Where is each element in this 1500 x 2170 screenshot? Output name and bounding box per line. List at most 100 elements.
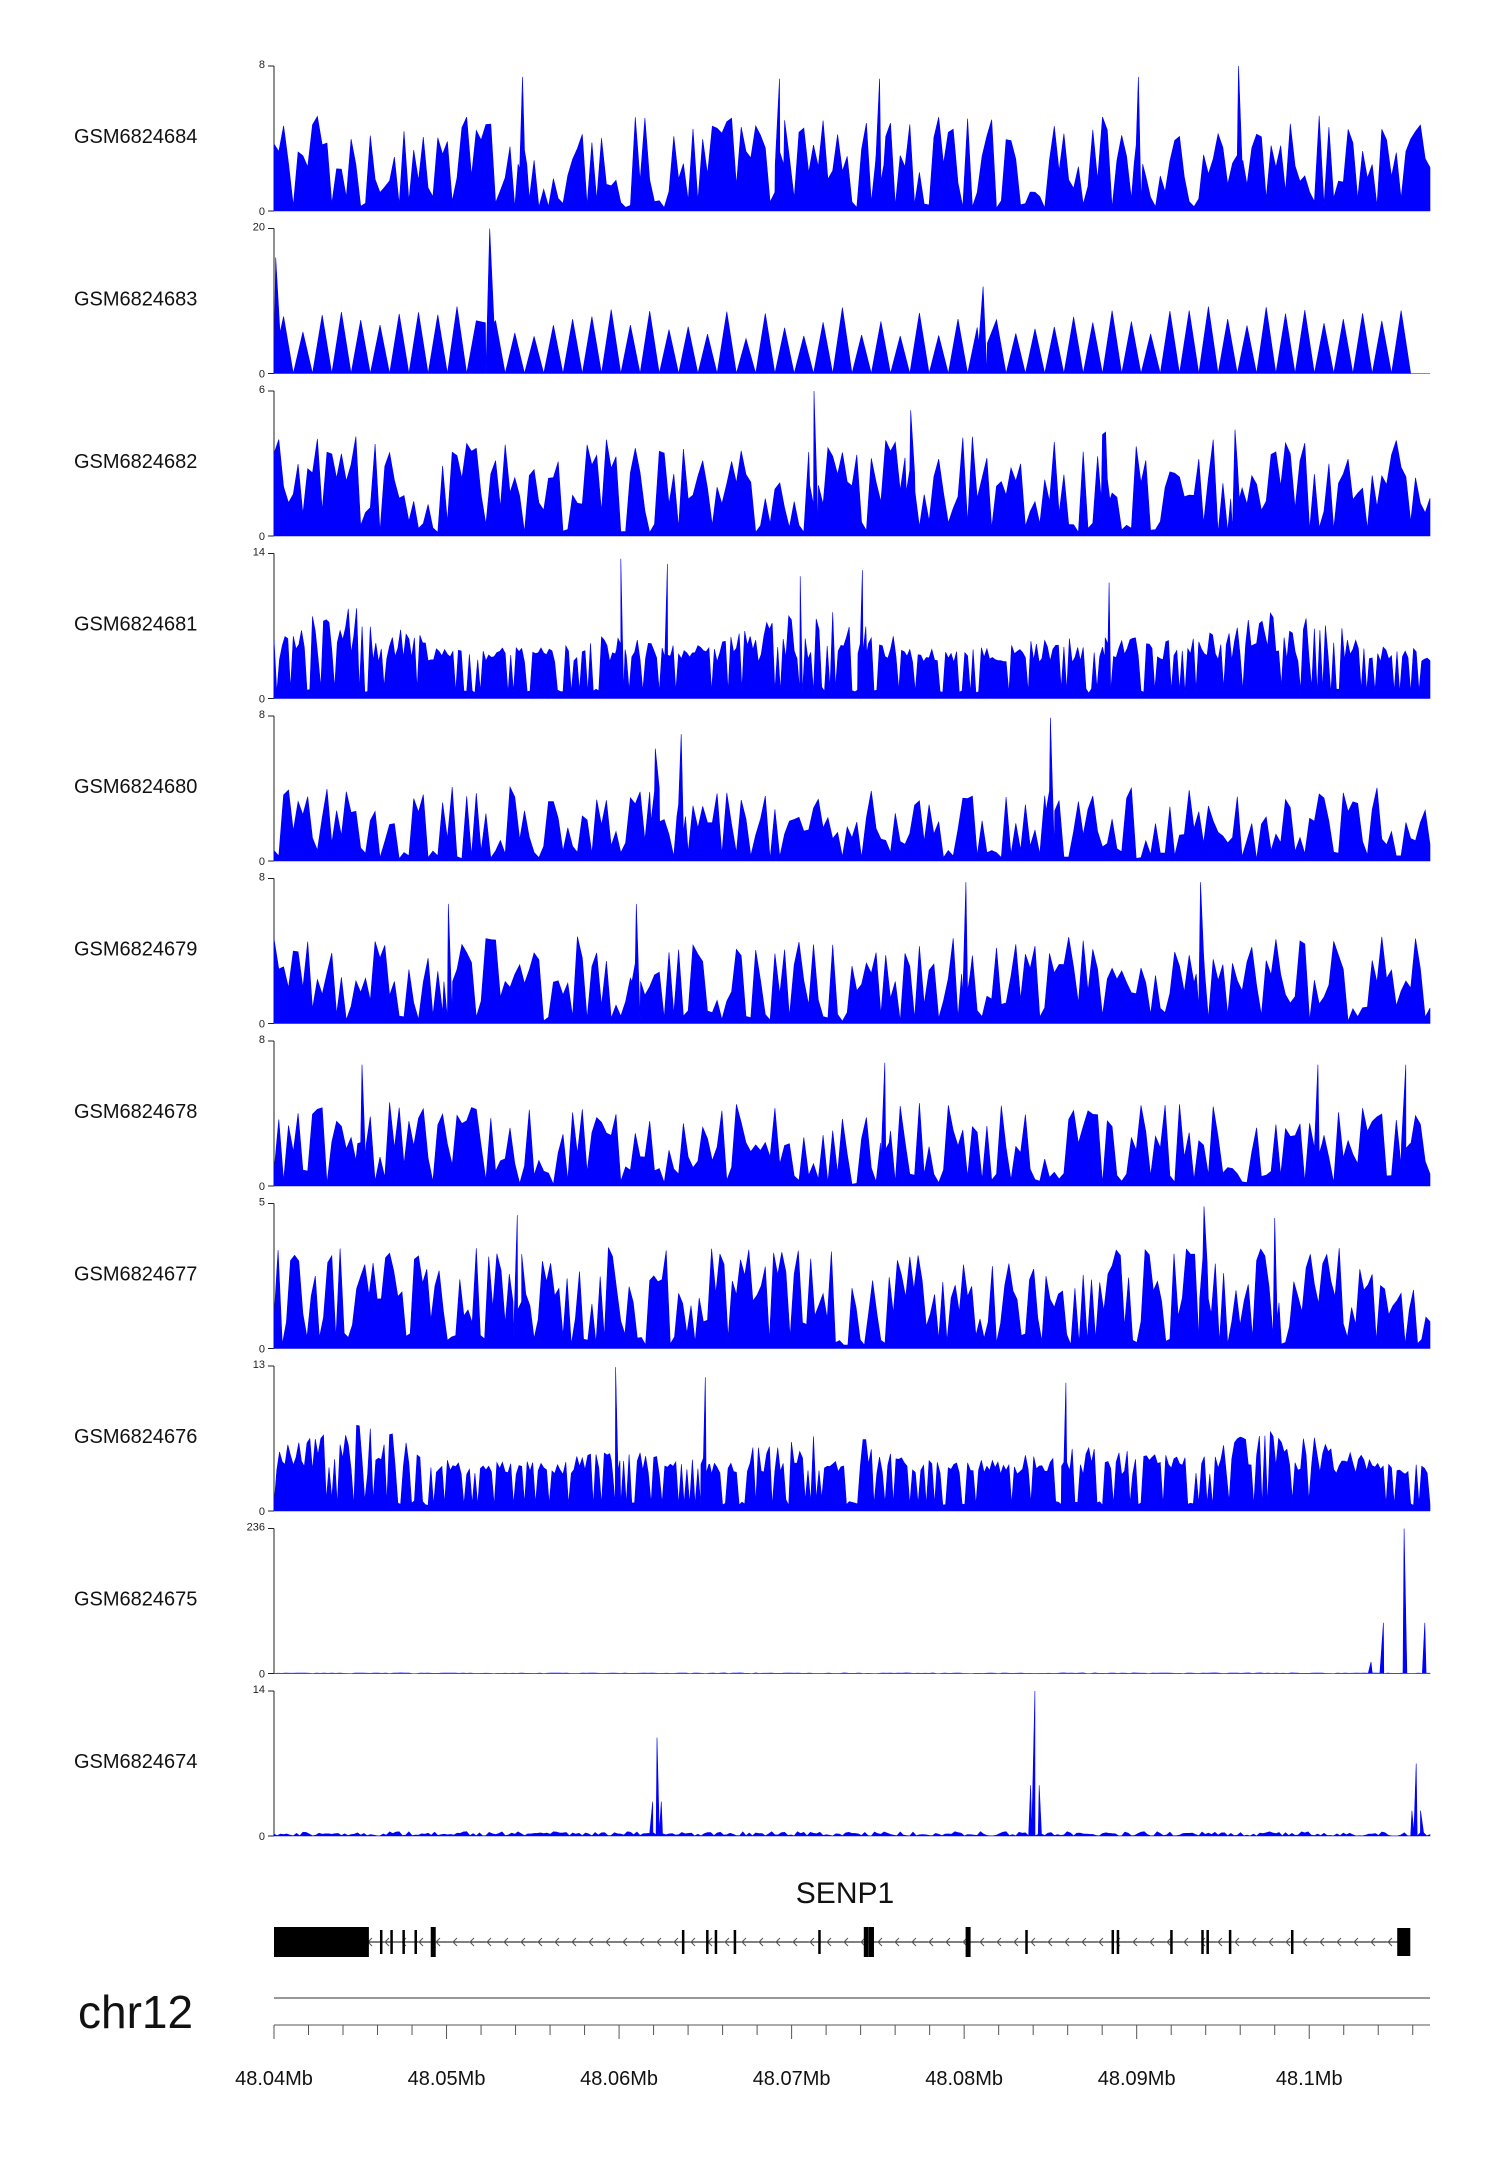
track-name-label: GSM6824683	[74, 289, 197, 311]
gene-model-track: SENP1	[274, 1877, 1411, 1957]
x-axis-tick-label: 48.07Mb	[753, 2068, 831, 2090]
strand-arrow	[1013, 1937, 1019, 1947]
strand-arrow	[843, 1937, 849, 1947]
strand-arrow	[537, 1937, 543, 1947]
strand-arrow	[486, 1937, 492, 1947]
coverage-area	[273, 65, 1431, 212]
strand-arrow	[1336, 1937, 1342, 1947]
y-axis-min-label: 0	[259, 531, 265, 543]
y-axis-min-label: 0	[259, 1669, 265, 1681]
coverage-area	[273, 1690, 1431, 1837]
strand-arrow	[826, 1937, 832, 1947]
genomic-axis: chr12 48.04Mb 48.05Mb 48.06Mb 48.07Mb 48.08M…	[78, 1986, 1430, 2090]
signal-track: GSM6824677 5 0	[74, 1197, 1431, 1356]
strand-arrow	[418, 1937, 424, 1947]
strand-arrow	[469, 1937, 475, 1947]
strand-arrow	[1234, 1937, 1240, 1947]
gene-exon	[714, 1930, 718, 1954]
gene-exon	[1397, 1928, 1411, 1956]
chromosome-label: chr12	[78, 1986, 193, 2038]
gene-exon	[379, 1930, 383, 1954]
y-axis-min-label: 0	[259, 1181, 265, 1193]
strand-arrow	[622, 1937, 628, 1947]
coverage-area	[273, 717, 1431, 862]
coverage-area	[273, 882, 1431, 1024]
strand-arrow	[1166, 1937, 1172, 1947]
gene-exon	[1116, 1930, 1120, 1954]
coverage-area	[273, 1206, 1431, 1349]
x-axis-tick-label: 48.09Mb	[1098, 2068, 1176, 2090]
strand-arrow	[860, 1937, 866, 1947]
coverage-area	[273, 1528, 1431, 1674]
y-axis-max-label: 8	[259, 1034, 265, 1046]
strand-arrow	[384, 1937, 390, 1947]
gene-exon	[1025, 1930, 1028, 1954]
signal-track: GSM6824681 14 0	[74, 547, 1431, 706]
track-name-label: GSM6824682	[74, 451, 197, 473]
gene-exon	[1290, 1930, 1294, 1954]
strand-arrow	[554, 1937, 560, 1947]
track-name-label: GSM6824680	[74, 776, 197, 798]
strand-arrow	[1098, 1937, 1104, 1947]
gene-exon	[706, 1930, 709, 1954]
strand-arrow	[690, 1937, 696, 1947]
track-name-label: GSM6824679	[74, 939, 197, 961]
strand-arrow	[1081, 1937, 1087, 1947]
y-axis-max-label: 8	[259, 872, 265, 884]
strand-arrow	[894, 1937, 900, 1947]
strand-arrow	[673, 1937, 679, 1947]
signal-track: GSM6824682 6 0	[74, 384, 1431, 543]
gene-exon	[430, 1927, 436, 1957]
signal-track: GSM6824674 14 0	[74, 1684, 1431, 1843]
strand-arrow	[605, 1937, 611, 1947]
track-name-label: GSM6824678	[74, 1101, 197, 1123]
strand-arrow	[1251, 1937, 1257, 1947]
gene-exon	[733, 1930, 737, 1954]
y-axis-min-label: 0	[259, 694, 265, 706]
coverage-area	[273, 390, 1431, 537]
strand-arrow	[928, 1937, 934, 1947]
strand-arrow	[452, 1937, 458, 1947]
y-axis-min-label: 0	[259, 369, 265, 381]
signal-track: GSM6824684 8 0	[74, 59, 1431, 218]
y-axis-max-label: 236	[247, 1522, 265, 1534]
x-axis-tick-label: 48.04Mb	[235, 2068, 313, 2090]
strand-arrow	[588, 1937, 594, 1947]
strand-arrow	[1047, 1937, 1053, 1947]
gene-label: SENP1	[796, 1877, 894, 1910]
strand-arrow	[758, 1937, 764, 1947]
strand-arrow	[911, 1937, 917, 1947]
strand-arrow	[1149, 1937, 1155, 1947]
signal-tracks: GSM682468480GSM6824683200GSM682468260GSM…	[74, 59, 1431, 1843]
strand-arrow	[775, 1937, 781, 1947]
track-name-label: GSM6824681	[74, 614, 197, 636]
strand-arrow	[1217, 1937, 1223, 1947]
strand-arrow	[945, 1937, 951, 1947]
y-axis-min-label: 0	[259, 206, 265, 218]
strand-arrow	[1370, 1937, 1376, 1947]
signal-track: GSM6824679 8 0	[74, 872, 1431, 1031]
x-axis-tick-label: 48.06Mb	[580, 2068, 658, 2090]
coverage-area	[273, 228, 1430, 374]
signal-track: GSM6824676 13 0	[74, 1359, 1431, 1518]
strand-arrow	[809, 1937, 815, 1947]
track-name-label: GSM6824675	[74, 1589, 197, 1611]
strand-arrow	[741, 1937, 747, 1947]
y-axis-min-label: 0	[259, 1506, 265, 1518]
y-axis-max-label: 8	[259, 709, 265, 721]
signal-track: GSM6824675 236 0	[74, 1522, 1431, 1681]
strand-arrow	[1183, 1937, 1189, 1947]
gene-exon	[1206, 1930, 1209, 1954]
gene-exon	[1201, 1930, 1204, 1954]
strand-arrow	[792, 1937, 798, 1947]
gene-exon	[390, 1930, 393, 1954]
strand-arrow	[1064, 1937, 1070, 1947]
gene-exon	[681, 1930, 685, 1954]
gene-utr-block	[274, 1927, 369, 1957]
strand-arrow	[996, 1937, 1002, 1947]
gene-exon	[1170, 1930, 1173, 1954]
gene-exon	[414, 1930, 417, 1954]
strand-arrow	[1030, 1937, 1036, 1947]
coverage-area	[273, 1367, 1431, 1512]
gene-exon	[1111, 1930, 1115, 1954]
